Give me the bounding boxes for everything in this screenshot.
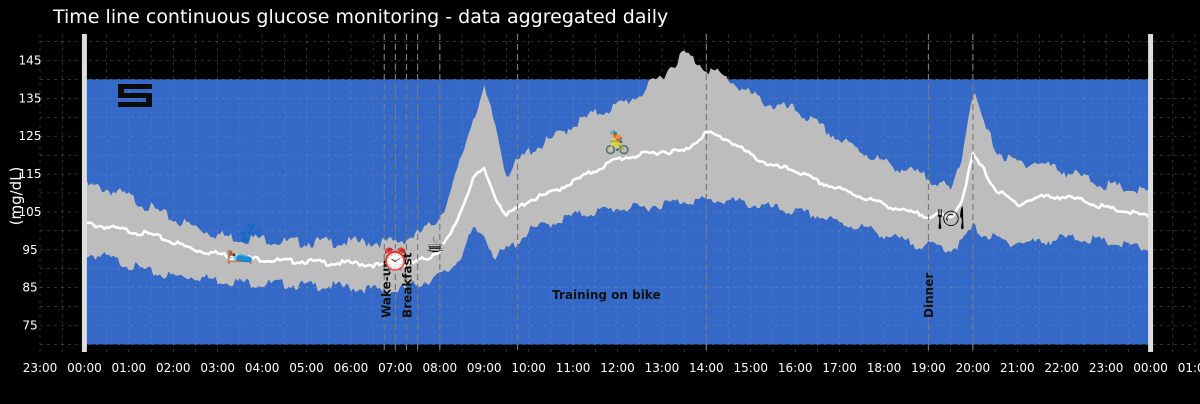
x-tick-label: 06:00 (334, 361, 369, 375)
x-tick-label: 15:00 (733, 361, 768, 375)
coffee-icon: ☕ (425, 233, 445, 258)
dinner-icon: 🍽 (937, 207, 965, 232)
x-tick-label: 07:00 (378, 361, 413, 375)
x-tick-label: 05:00 (289, 361, 324, 375)
x-tick-label: 23:00 (1089, 361, 1124, 375)
x-tick-label: 16:00 (778, 361, 813, 375)
x-tick-label: 00:00 (67, 361, 102, 375)
alarm-clock-icon: ⏰ (382, 246, 409, 273)
x-tick-label: 14:00 (689, 361, 724, 375)
logo-icon (118, 84, 152, 107)
day-start-bar (81, 34, 87, 352)
event-label-training: Training on bike (552, 288, 660, 302)
x-tick-label: 04:00 (245, 361, 280, 375)
x-tick-label: 20:00 (956, 361, 991, 375)
x-tick-label: 03:00 (200, 361, 235, 375)
y-axis-label: (mg/dL) (7, 167, 25, 226)
x-tick-label: 09:00 (467, 361, 502, 375)
x-tick-label: 18:00 (867, 361, 902, 375)
x-tick-label: 23:00 (23, 361, 58, 375)
x-tick-label: 01:00 (112, 361, 147, 375)
x-tick-label: 22:00 (1044, 361, 1079, 375)
bike-icon: 🚴 (604, 130, 631, 156)
x-tick-label: 13:00 (645, 361, 680, 375)
y-tick-label: 125 (19, 129, 42, 143)
x-tick-label: 11:00 (556, 361, 591, 375)
logo-mark (118, 84, 152, 107)
event-lines (383, 34, 974, 352)
y-tick-label: 145 (19, 54, 42, 68)
x-tick-label: 21:00 (1000, 361, 1035, 375)
y-tick-label: 105 (19, 205, 42, 219)
glucose-range-band (84, 50, 1151, 296)
glucose-median-line (83, 130, 1152, 271)
sleep-icon: 🛌 (226, 241, 253, 266)
event-label-wake-up: Wake-up (379, 259, 393, 318)
zzz-icon: 💤 (237, 222, 264, 247)
y-tick-label: 95 (22, 243, 37, 257)
y-tick-label: 75 (22, 319, 37, 333)
x-tick-label: 08:00 (423, 361, 458, 375)
event-label-breakfast: Breakfast (401, 252, 415, 318)
x-tick-label: 17:00 (822, 361, 857, 375)
y-tick-label: 85 (22, 281, 37, 295)
event-label-dinner: Dinner (922, 273, 936, 318)
chart-title: Time line continuous glucose monitoring … (52, 6, 668, 28)
x-tick-label: 19:00 (911, 361, 946, 375)
x-tick-label: 00:00 (1133, 361, 1168, 375)
y-tick-label: 115 (19, 167, 42, 181)
x-tick-label: 02:00 (156, 361, 191, 375)
day-end-bar (1148, 34, 1154, 352)
x-tick-label: 10:00 (511, 361, 546, 375)
y-tick-label: 135 (19, 91, 42, 105)
x-tick-label: 01:00 (1178, 361, 1200, 375)
x-tick-label: 12:00 (600, 361, 635, 375)
